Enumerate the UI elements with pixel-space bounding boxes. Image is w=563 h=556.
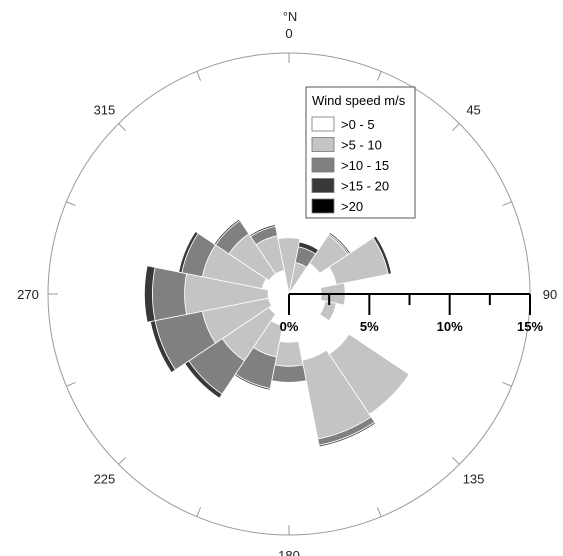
legend: Wind speed m/s >0 - 5 >5 - 10 >10 - 15 >15 … [305,86,416,219]
direction-tick [502,201,512,207]
direction-label-180: 180 [278,548,300,556]
direction-label-0: 0 [285,26,292,41]
scale-labels: 0% 5% 10% 15% [280,319,544,334]
sector-180-band-2 [271,364,307,383]
legend-box [305,86,416,219]
direction-tick [66,201,76,207]
direction-tick [118,123,127,132]
legend-label-0: >0 - 5 [341,117,375,132]
legend-label-1: >5 - 10 [341,138,382,153]
sector-157.5-band-3 [318,421,377,448]
sector-337.5-band-3 [249,224,276,238]
legend-label-3: >15 - 20 [341,179,389,194]
direction-label-270: 270 [17,287,39,302]
legend-swatch-2 [311,157,335,173]
direction-tick [376,71,382,81]
scale-label-5: 5% [360,319,379,334]
north-unit-label: °N [283,9,298,24]
scale-label-10: 10% [437,319,463,334]
sector-292.5-band-3 [178,230,199,274]
direction-tick [502,381,512,387]
direction-tick [451,456,460,465]
legend-swatch-0 [311,116,335,132]
legend-swatch-4 [311,198,335,214]
legend-swatch-3 [311,178,335,193]
sector-270-band-2 [152,266,188,322]
direction-ticks [48,53,530,535]
scale-label-15: 15% [517,319,543,334]
direction-tick [196,71,202,81]
direction-label-90: 90 [543,287,557,302]
legend-swatch-1 [311,137,335,152]
legend-label-4: >20 [341,199,363,214]
sector-315-band-3 [213,218,241,246]
direction-tick [451,123,460,132]
legend-title: Wind speed m/s [312,93,406,108]
sector-67.5-band-3 [372,235,392,275]
legend-label-2: >10 - 15 [341,158,389,173]
direction-labels: °N 0 45 90 135 180 225 270 315 [17,9,557,556]
scale-label-0: 0% [280,319,299,334]
direction-tick [376,507,382,517]
direction-label-45: 45 [466,102,480,117]
sector-270-band-3 [143,265,156,323]
direction-tick [196,507,202,517]
percent-scale-bar [288,293,531,315]
direction-tick [118,456,127,465]
direction-label-225: 225 [94,472,116,487]
direction-tick [66,381,76,387]
direction-label-315: 315 [94,102,116,117]
direction-label-135: 135 [463,472,485,487]
